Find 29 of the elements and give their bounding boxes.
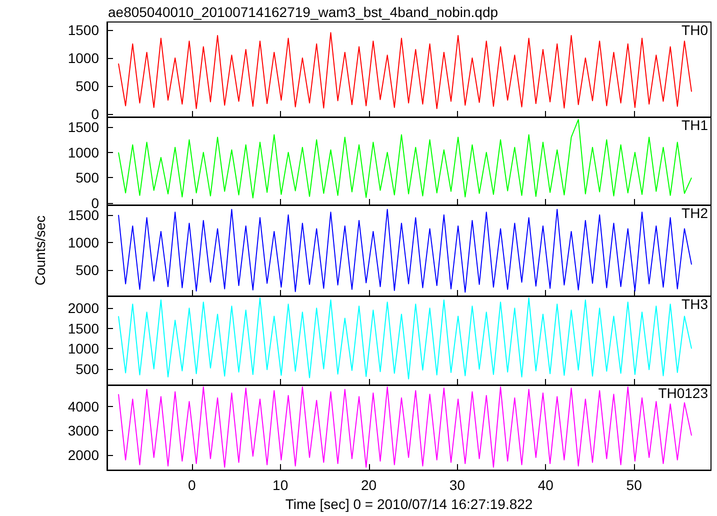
y-tick-label: 500 bbox=[76, 78, 100, 94]
y-tick-label: 500 bbox=[76, 262, 100, 278]
y-tick-label: 1000 bbox=[68, 340, 100, 357]
x-tick-label: 40 bbox=[538, 477, 554, 494]
series-label: TH1 bbox=[682, 117, 708, 133]
y-tick-label: 1500 bbox=[68, 22, 100, 38]
x-tick-label: 20 bbox=[360, 477, 377, 494]
series-label: TH3 bbox=[682, 296, 708, 312]
chart-title: ae805040010_20100714162719_wam3_bst_4band_nobin.qdp bbox=[108, 4, 498, 20]
y-tick-label: 500 bbox=[76, 170, 100, 186]
x-tick-label: 50 bbox=[626, 477, 642, 494]
x-tick-label: 10 bbox=[272, 477, 288, 494]
y-tick-label: 1000 bbox=[68, 50, 100, 66]
series-label: TH0 bbox=[682, 22, 708, 38]
y-tick-label: 1500 bbox=[68, 320, 100, 336]
series-label: TH0123 bbox=[658, 385, 708, 401]
y-tick-label: 4000 bbox=[68, 398, 100, 414]
x-tick-label: 0 bbox=[188, 477, 196, 494]
y-tick-label: 1000 bbox=[68, 234, 100, 251]
x-tick-label: 30 bbox=[449, 477, 466, 494]
x-axis-title: Time [sec] 0 = 2010/07/14 16:27:19.822 bbox=[285, 496, 533, 512]
y-tick-label: 2000 bbox=[68, 300, 100, 316]
y-tick-label: 2000 bbox=[68, 447, 100, 464]
y-tick-label: 1000 bbox=[68, 144, 100, 160]
y-axis-title: Counts/sec bbox=[32, 215, 48, 286]
y-tick-label: 0 bbox=[91, 194, 100, 211]
y-tick-label: 500 bbox=[76, 360, 100, 377]
y-tick-label: 3000 bbox=[68, 422, 100, 439]
series-label: TH2 bbox=[682, 205, 708, 221]
